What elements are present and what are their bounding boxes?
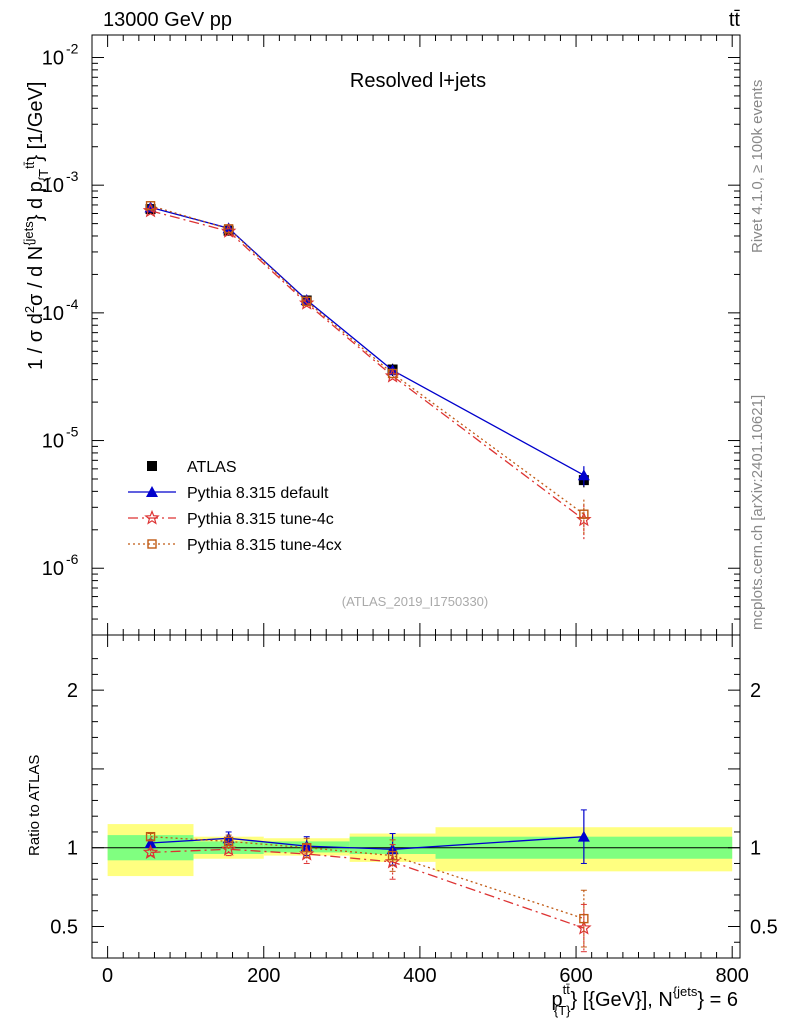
data-point <box>301 296 312 307</box>
y-tick-label: 10 <box>42 431 64 453</box>
legend-label: Pythia 8.315 tune-4cx <box>187 537 342 554</box>
legend-entry: ATLAS <box>147 459 237 476</box>
y-tick-exponent: -5 <box>66 424 79 440</box>
legend-marker <box>146 486 158 497</box>
ratio-series-3 <box>145 831 589 948</box>
x-axis-label-sup: tt̄ <box>563 982 571 997</box>
y-tick-label: 10 <box>42 303 64 325</box>
y-axis-label-mid: σ / d N <box>25 246 47 306</box>
x-tick-label: 600 <box>559 965 592 987</box>
data-point <box>223 224 234 234</box>
ratio-frame <box>91 634 741 959</box>
svg-text:1 / σ d2σ / d N{jets} d p{Ttt̄: 1 / σ d2σ / d N{jets} d p{Ttt̄} [1/GeV] <box>21 82 51 370</box>
series-0 <box>145 204 589 488</box>
y-tick-label: 10 <box>42 175 64 197</box>
side-mcplots-label: mcplots.cern.ch [arXiv:2401.10621] <box>749 395 766 630</box>
y-tick-exponent: -6 <box>66 551 79 567</box>
x-axis-label: ptt̄ {T}} [{GeV}], N{jets} = 6 <box>552 982 738 1018</box>
ratio-tick-label: 0.5 <box>50 916 78 938</box>
x-axis-label-sup2: {jets <box>673 984 698 999</box>
legend-marker <box>147 461 157 471</box>
x-axis-label-mid: } [{GeV}], N <box>571 989 673 1011</box>
x-tick-label: 800 <box>716 965 749 987</box>
ratio-point <box>145 831 156 842</box>
legend-label: ATLAS <box>187 459 237 476</box>
ratio-tick-label: 2 <box>67 680 78 702</box>
legend-entry: Pythia 8.315 tune-4c <box>128 509 334 528</box>
legend-marker <box>144 509 160 525</box>
ratio-point <box>144 836 157 848</box>
y-axis-label-sup2: 2 <box>22 306 37 313</box>
y-axis-label-sup-jets: {jets <box>21 221 36 246</box>
chart-title: Resolved l+jets <box>350 70 486 92</box>
y-axis-label-sup-tt: tt̄ <box>22 161 37 169</box>
reference-label: (ATLAS_2019_I1750330) <box>342 594 488 609</box>
y-axis-label-end: } [1/GeV] <box>25 82 47 162</box>
x-axis-label-end: } = 6 <box>697 989 738 1011</box>
data-point <box>577 469 590 481</box>
legend-entry: Pythia 8.315 tune-4cx <box>128 537 342 554</box>
y-tick-exponent: -4 <box>66 296 79 312</box>
ratio-point <box>220 841 237 856</box>
ratio-series-2 <box>142 841 592 953</box>
data-point <box>300 294 313 306</box>
data-point <box>579 509 589 519</box>
ratio-point <box>579 913 589 924</box>
svg-text:ptt̄{T}} [{GeV}], N{jets} = 6: ptt̄ {T}} [{GeV}], N{jets} = 6 <box>552 982 738 1018</box>
legend-entry: Pythia 8.315 default <box>128 485 329 502</box>
main-panel: 10-210-310-410-510-6 Resolved l+jets (AT… <box>21 34 741 636</box>
y-tick-label: 10 <box>42 47 64 69</box>
legend: ATLAS Pythia 8.315 default Pythia 8.315 tu… <box>128 459 342 554</box>
y-tick-exponent: -2 <box>66 40 79 56</box>
x-axis-label-p: p <box>552 989 563 1011</box>
y-tick-exponent: -3 <box>66 168 79 184</box>
legend-label: Pythia 8.315 tune-4c <box>187 511 334 528</box>
series-1 <box>144 201 590 487</box>
y-axis-label: 1 / σ d2σ / d N{jets} d p{Ttt̄} [1/GeV] <box>21 82 51 370</box>
side-rivet-label: Rivet 4.1.0, ≥ 100k events <box>749 80 766 253</box>
y-axis-label-sub: {T <box>36 169 51 181</box>
x-tick-label: 200 <box>247 965 280 987</box>
y-axis-label-main: 1 / σ d <box>25 313 47 370</box>
ratio-tick-label: 2 <box>750 680 761 702</box>
ratio-point <box>223 836 234 847</box>
ratio-y-label: Ratio to ATLAS <box>26 755 43 856</box>
legend-label: Pythia 8.315 default <box>187 485 329 502</box>
data-point <box>222 222 235 234</box>
series-3 <box>145 201 589 534</box>
ratio-point <box>301 843 312 853</box>
data-point <box>145 201 156 211</box>
ratio-point <box>387 850 398 861</box>
data-point <box>387 368 398 379</box>
x-tick-label: 400 <box>403 965 436 987</box>
ratio-point <box>142 844 159 860</box>
series-line <box>150 210 585 521</box>
ratio-point <box>577 830 590 842</box>
y-tick-label: 10 <box>42 558 64 580</box>
ratio-tick-label: 1 <box>67 838 78 860</box>
ratio-tick-label: 0.5 <box>750 916 778 938</box>
ratio-tick-label: 1 <box>750 838 761 860</box>
ratio-panel: 0 200 400 600 800 2 2 1 1 0.5 0.5 Ratio to ATLAS <box>26 634 778 987</box>
y-axis-label-mid2: } d p <box>25 181 47 221</box>
legend-marker <box>147 539 157 549</box>
x-axis-label-sub: {T} <box>554 1003 571 1018</box>
x-tick-label: 0 <box>102 965 113 987</box>
header-process: 13000 GeV pp <box>103 9 232 31</box>
series-line <box>150 206 585 476</box>
header-channel: tt̄ <box>729 9 741 31</box>
